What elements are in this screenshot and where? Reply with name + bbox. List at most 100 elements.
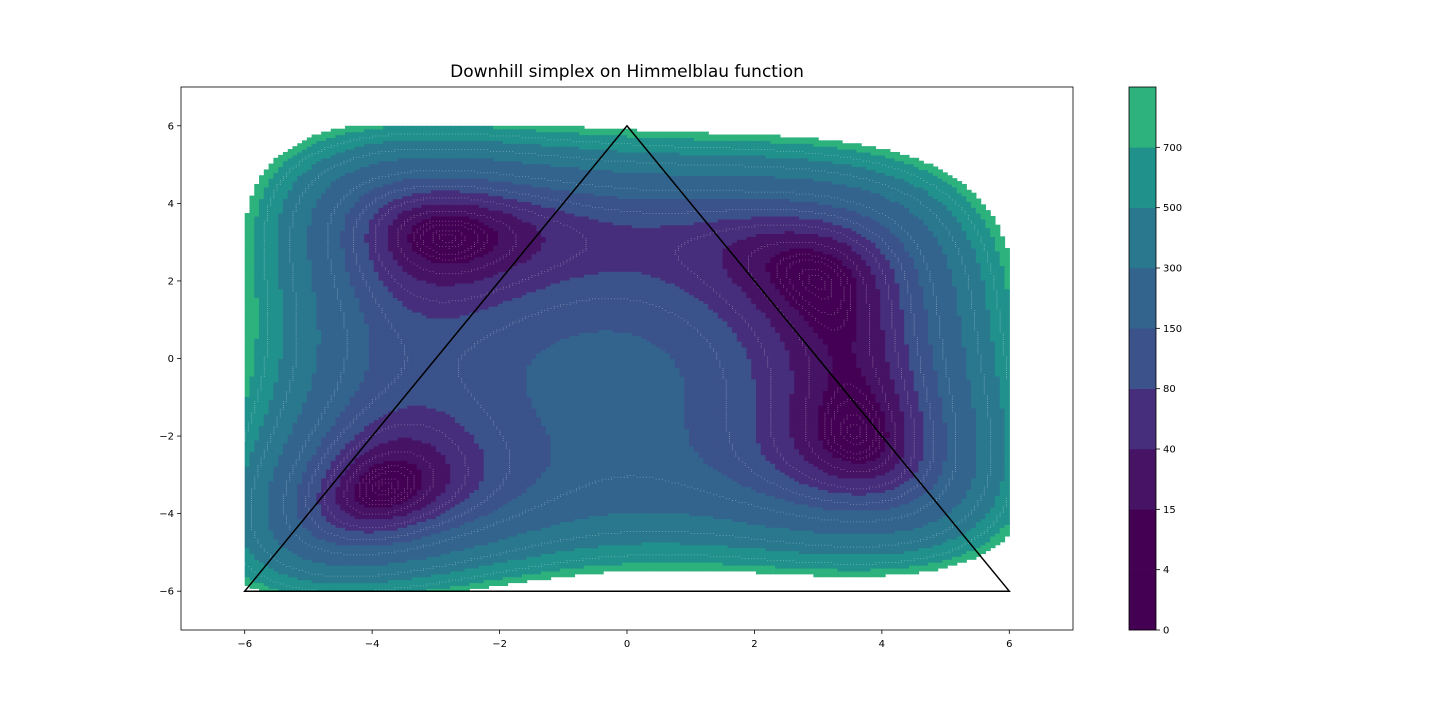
contour-cell (292, 556, 298, 560)
contour-cell (278, 402, 284, 406)
contour-cell (273, 274, 279, 278)
contour-cell (287, 512, 294, 517)
contour-cell (244, 503, 251, 508)
contour-cell (282, 466, 289, 470)
contour-cell (278, 300, 284, 304)
contour-cell (259, 218, 265, 223)
contour-cell (278, 512, 284, 517)
contour-cell (282, 192, 289, 197)
contour-cell (287, 151, 294, 156)
contour-cell (263, 535, 270, 540)
contour-cell (249, 419, 255, 424)
contour-cell (292, 236, 298, 240)
contour-cell (292, 434, 298, 438)
contour-cell (244, 582, 251, 586)
contour-cell (254, 454, 260, 458)
contour-cell (282, 341, 289, 345)
contour-cell (282, 576, 289, 581)
contour-cell (268, 524, 274, 528)
contour-cell (287, 326, 294, 331)
contour-cell (297, 556, 303, 560)
contour-cell (273, 346, 279, 351)
contour-cell (263, 224, 270, 229)
contour-cell (268, 477, 274, 482)
contour-cell (259, 262, 265, 267)
contour-cell (302, 457, 308, 461)
contour-cell (287, 474, 294, 479)
contour-cell (282, 486, 289, 490)
contour-cell (292, 189, 298, 194)
contour-cell (273, 378, 279, 383)
contour-cell (254, 437, 260, 441)
contour-cell (254, 405, 260, 409)
contour-cell (254, 466, 260, 470)
contour-cell (268, 346, 274, 351)
contour-cell (249, 375, 255, 380)
contour-cell (259, 492, 265, 496)
contour-cell (268, 419, 274, 424)
contour-cell (268, 297, 274, 301)
contour-cell (249, 346, 255, 351)
contour-cell (268, 474, 274, 479)
contour-cell (259, 271, 265, 275)
contour-cell (254, 309, 260, 313)
contour-cell (263, 509, 270, 514)
contour-cell (249, 373, 255, 377)
contour-cell (287, 509, 294, 514)
contour-cell (282, 407, 289, 412)
contour-cell (287, 445, 294, 450)
contour-cell (282, 437, 289, 441)
contour-cell (297, 358, 303, 363)
contour-cell (302, 370, 308, 374)
contour-cell (249, 425, 255, 429)
contour-cell (302, 253, 308, 258)
contour-cell (254, 463, 260, 467)
contour-cell (254, 521, 260, 525)
contour-cell (297, 224, 303, 229)
contour-cell (278, 416, 284, 421)
contour-cell (273, 250, 279, 255)
contour-cell (259, 250, 265, 255)
contour-cell (278, 405, 284, 409)
contour-cell (287, 262, 294, 267)
contour-cell (249, 550, 255, 554)
contour-cell (259, 183, 265, 188)
contour-cell (302, 247, 308, 252)
contour-cell (259, 547, 265, 552)
contour-cell (278, 163, 284, 168)
contour-cell (263, 175, 270, 179)
contour-cell (254, 471, 260, 476)
contour-cell (244, 428, 251, 432)
contour-cell (268, 262, 274, 267)
contour-cell (259, 201, 265, 205)
contour-cell (297, 215, 303, 220)
contour-cell (244, 239, 251, 243)
contour-cell (249, 442, 255, 447)
contour-cell (249, 576, 255, 581)
contour-cell (254, 492, 260, 496)
contour-cell (263, 291, 270, 296)
contour-cell (249, 323, 255, 328)
contour-cell (282, 239, 289, 243)
contour-cell (287, 303, 294, 307)
contour-cell (282, 230, 289, 235)
contour-cell (287, 230, 294, 235)
contour-cell (287, 285, 294, 290)
contour-cell (259, 570, 265, 575)
contour-cell (268, 428, 274, 432)
contour-cell (254, 439, 260, 444)
contour-cell (297, 245, 303, 249)
contour-cell (244, 463, 251, 467)
contour-cell (249, 407, 255, 412)
contour-cell (297, 282, 303, 287)
contour-cell (282, 399, 289, 403)
contour-cell (273, 582, 279, 586)
contour-cell (273, 527, 279, 531)
contour-cell (292, 198, 298, 203)
contour-cell (287, 434, 294, 438)
contour-cell (273, 358, 279, 363)
contour-cell (259, 224, 265, 229)
contour-cell (273, 288, 279, 293)
contour-cell (263, 370, 270, 374)
contour-cell (268, 390, 274, 395)
